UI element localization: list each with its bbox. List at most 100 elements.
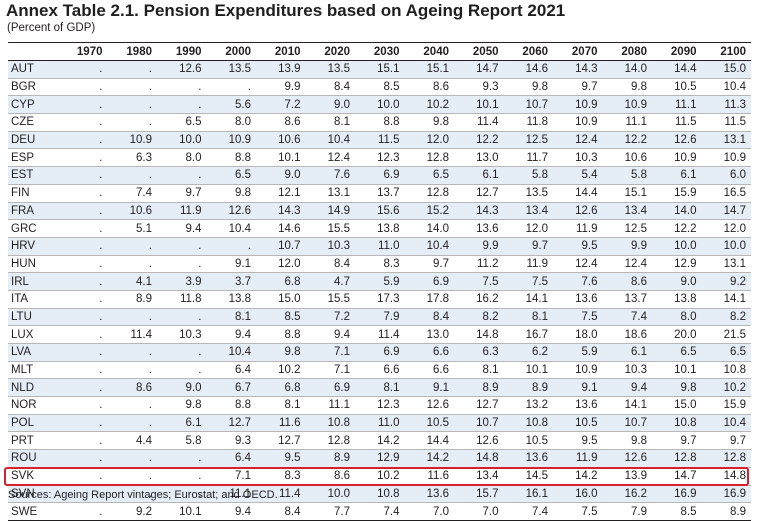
value-cell: 10.9 <box>553 95 603 115</box>
value-cell: . <box>157 237 207 256</box>
value-cell: 9.2 <box>107 502 157 521</box>
pension-expenditure-table: 1970 1980 1990 2000 2010 2020 2030 2040 2050 2060… <box>8 42 751 521</box>
value-cell: . <box>58 467 108 486</box>
country-code-cell: PRT <box>8 431 58 451</box>
table-row: PRT. 4.4 5.8 9.3 12.7 12.8 14.2 14.4 12.6 10.5 9.5… <box>8 431 751 451</box>
value-cell: 8.8 <box>206 148 256 168</box>
value-cell: 5.8 <box>503 166 553 185</box>
value-cell: 10.5 <box>652 78 702 97</box>
table-row: LUX. 11.4 10.3 9.4 8.8 9.4 11.4 13.0 14.8 16.7 18.… <box>8 325 751 344</box>
value-cell: . <box>58 431 108 451</box>
value-cell: 8.6 <box>305 467 355 486</box>
value-cell: 9.7 <box>503 237 553 256</box>
value-cell: 7.5 <box>503 272 553 291</box>
table-row: IRL. 4.1 3.9 3.7 6.8 4.7 5.9 6.9 7.5 7.5 7.6 8.6 9.0… <box>8 272 751 291</box>
country-code-cell: BGR <box>8 78 58 97</box>
value-cell: 9.8 <box>602 78 652 97</box>
value-cell: . <box>58 308 108 327</box>
value-cell: 10.3 <box>553 148 603 168</box>
value-cell: 7.9 <box>602 502 652 521</box>
value-cell: 6.8 <box>256 378 306 398</box>
header-year: 2090 <box>652 42 702 61</box>
header-year: 2040 <box>404 42 454 61</box>
value-cell: 16.1 <box>503 485 553 504</box>
country-code-cell: POL <box>8 414 58 433</box>
value-cell: 7.5 <box>553 308 603 327</box>
value-cell: . <box>107 449 157 468</box>
value-cell: 12.3 <box>355 148 405 168</box>
value-cell: 16.9 <box>652 485 702 504</box>
value-cell: 13.0 <box>404 325 454 344</box>
value-cell: 17.8 <box>404 290 454 309</box>
value-cell: 7.4 <box>503 502 553 521</box>
value-cell: . <box>107 467 157 486</box>
value-cell: 16.7 <box>503 325 553 344</box>
value-cell: 8.4 <box>404 308 454 327</box>
value-cell: 15.9 <box>701 396 751 415</box>
table-row: POL.. 6.1 12.7 11.6 10.8 11.0 10.5 10.7 10.8 10.5… <box>8 414 751 433</box>
value-cell: 14.7 <box>652 467 702 486</box>
value-cell: 14.6 <box>256 219 306 238</box>
value-cell: 8.6 <box>256 113 306 132</box>
value-cell: 12.7 <box>454 184 504 203</box>
value-cell: 10.5 <box>503 431 553 451</box>
value-cell: . <box>107 485 157 504</box>
value-cell: 10.7 <box>503 95 553 115</box>
value-cell: 14.8 <box>454 449 504 468</box>
value-cell: 11.6 <box>256 414 306 433</box>
value-cell: . <box>58 396 108 415</box>
value-cell: 13.5 <box>305 60 355 79</box>
country-code-cell: ROU <box>8 449 58 468</box>
header-year: 2050 <box>454 42 504 61</box>
value-cell: 8.9 <box>454 378 504 398</box>
country-code-cell: AUT <box>8 60 58 79</box>
table-row: SVN... 11.1 11.4 10.0 10.8 13.6 15.7 16.1 16.0 16… <box>8 485 751 504</box>
value-cell: 7.1 <box>305 343 355 362</box>
value-cell: 11.5 <box>701 113 751 132</box>
value-cell: . <box>157 95 207 115</box>
country-code-cell: FRA <box>8 202 58 221</box>
value-cell: 8.0 <box>652 308 702 327</box>
value-cell: 14.8 <box>454 325 504 344</box>
value-cell: 13.9 <box>602 467 652 486</box>
value-cell: 10.5 <box>404 414 454 433</box>
value-cell: 10.0 <box>652 237 702 256</box>
value-cell: 12.2 <box>454 131 504 150</box>
value-cell: 16.2 <box>602 485 652 504</box>
value-cell: 10.6 <box>107 202 157 221</box>
value-cell: 11.6 <box>404 467 454 486</box>
value-cell: 10.9 <box>107 131 157 150</box>
value-cell: 10.4 <box>206 219 256 238</box>
value-cell: 10.8 <box>355 485 405 504</box>
country-code-cell: ESP <box>8 148 58 168</box>
value-cell: 10.8 <box>503 414 553 433</box>
value-cell: 18.6 <box>602 325 652 344</box>
value-cell: 6.9 <box>355 343 405 362</box>
value-cell: 10.8 <box>305 414 355 433</box>
value-cell: . <box>157 449 207 468</box>
value-cell: 11.9 <box>553 449 603 468</box>
header-year: 2010 <box>256 42 306 61</box>
value-cell: 14.4 <box>553 184 603 203</box>
value-cell: 10.9 <box>602 95 652 115</box>
value-cell: 6.3 <box>454 343 504 362</box>
value-cell: 16.2 <box>454 290 504 309</box>
value-cell: . <box>58 78 108 97</box>
value-cell: 12.4 <box>602 255 652 274</box>
value-cell: 10.0 <box>355 95 405 115</box>
value-cell: 8.2 <box>701 308 751 327</box>
value-cell: 6.5 <box>652 343 702 362</box>
value-cell: 12.5 <box>602 219 652 238</box>
value-cell: . <box>58 502 108 521</box>
value-cell: 14.5 <box>503 467 553 486</box>
value-cell: 9.4 <box>602 378 652 398</box>
value-cell: 9.5 <box>256 449 306 468</box>
value-cell: 5.6 <box>206 95 256 115</box>
value-cell: 12.0 <box>503 219 553 238</box>
value-cell: 7.5 <box>553 502 603 521</box>
value-cell: 9.2 <box>701 272 751 291</box>
value-cell: 14.4 <box>404 431 454 451</box>
value-cell: 9.3 <box>206 431 256 451</box>
value-cell: . <box>58 343 108 362</box>
value-cell: . <box>157 485 207 504</box>
